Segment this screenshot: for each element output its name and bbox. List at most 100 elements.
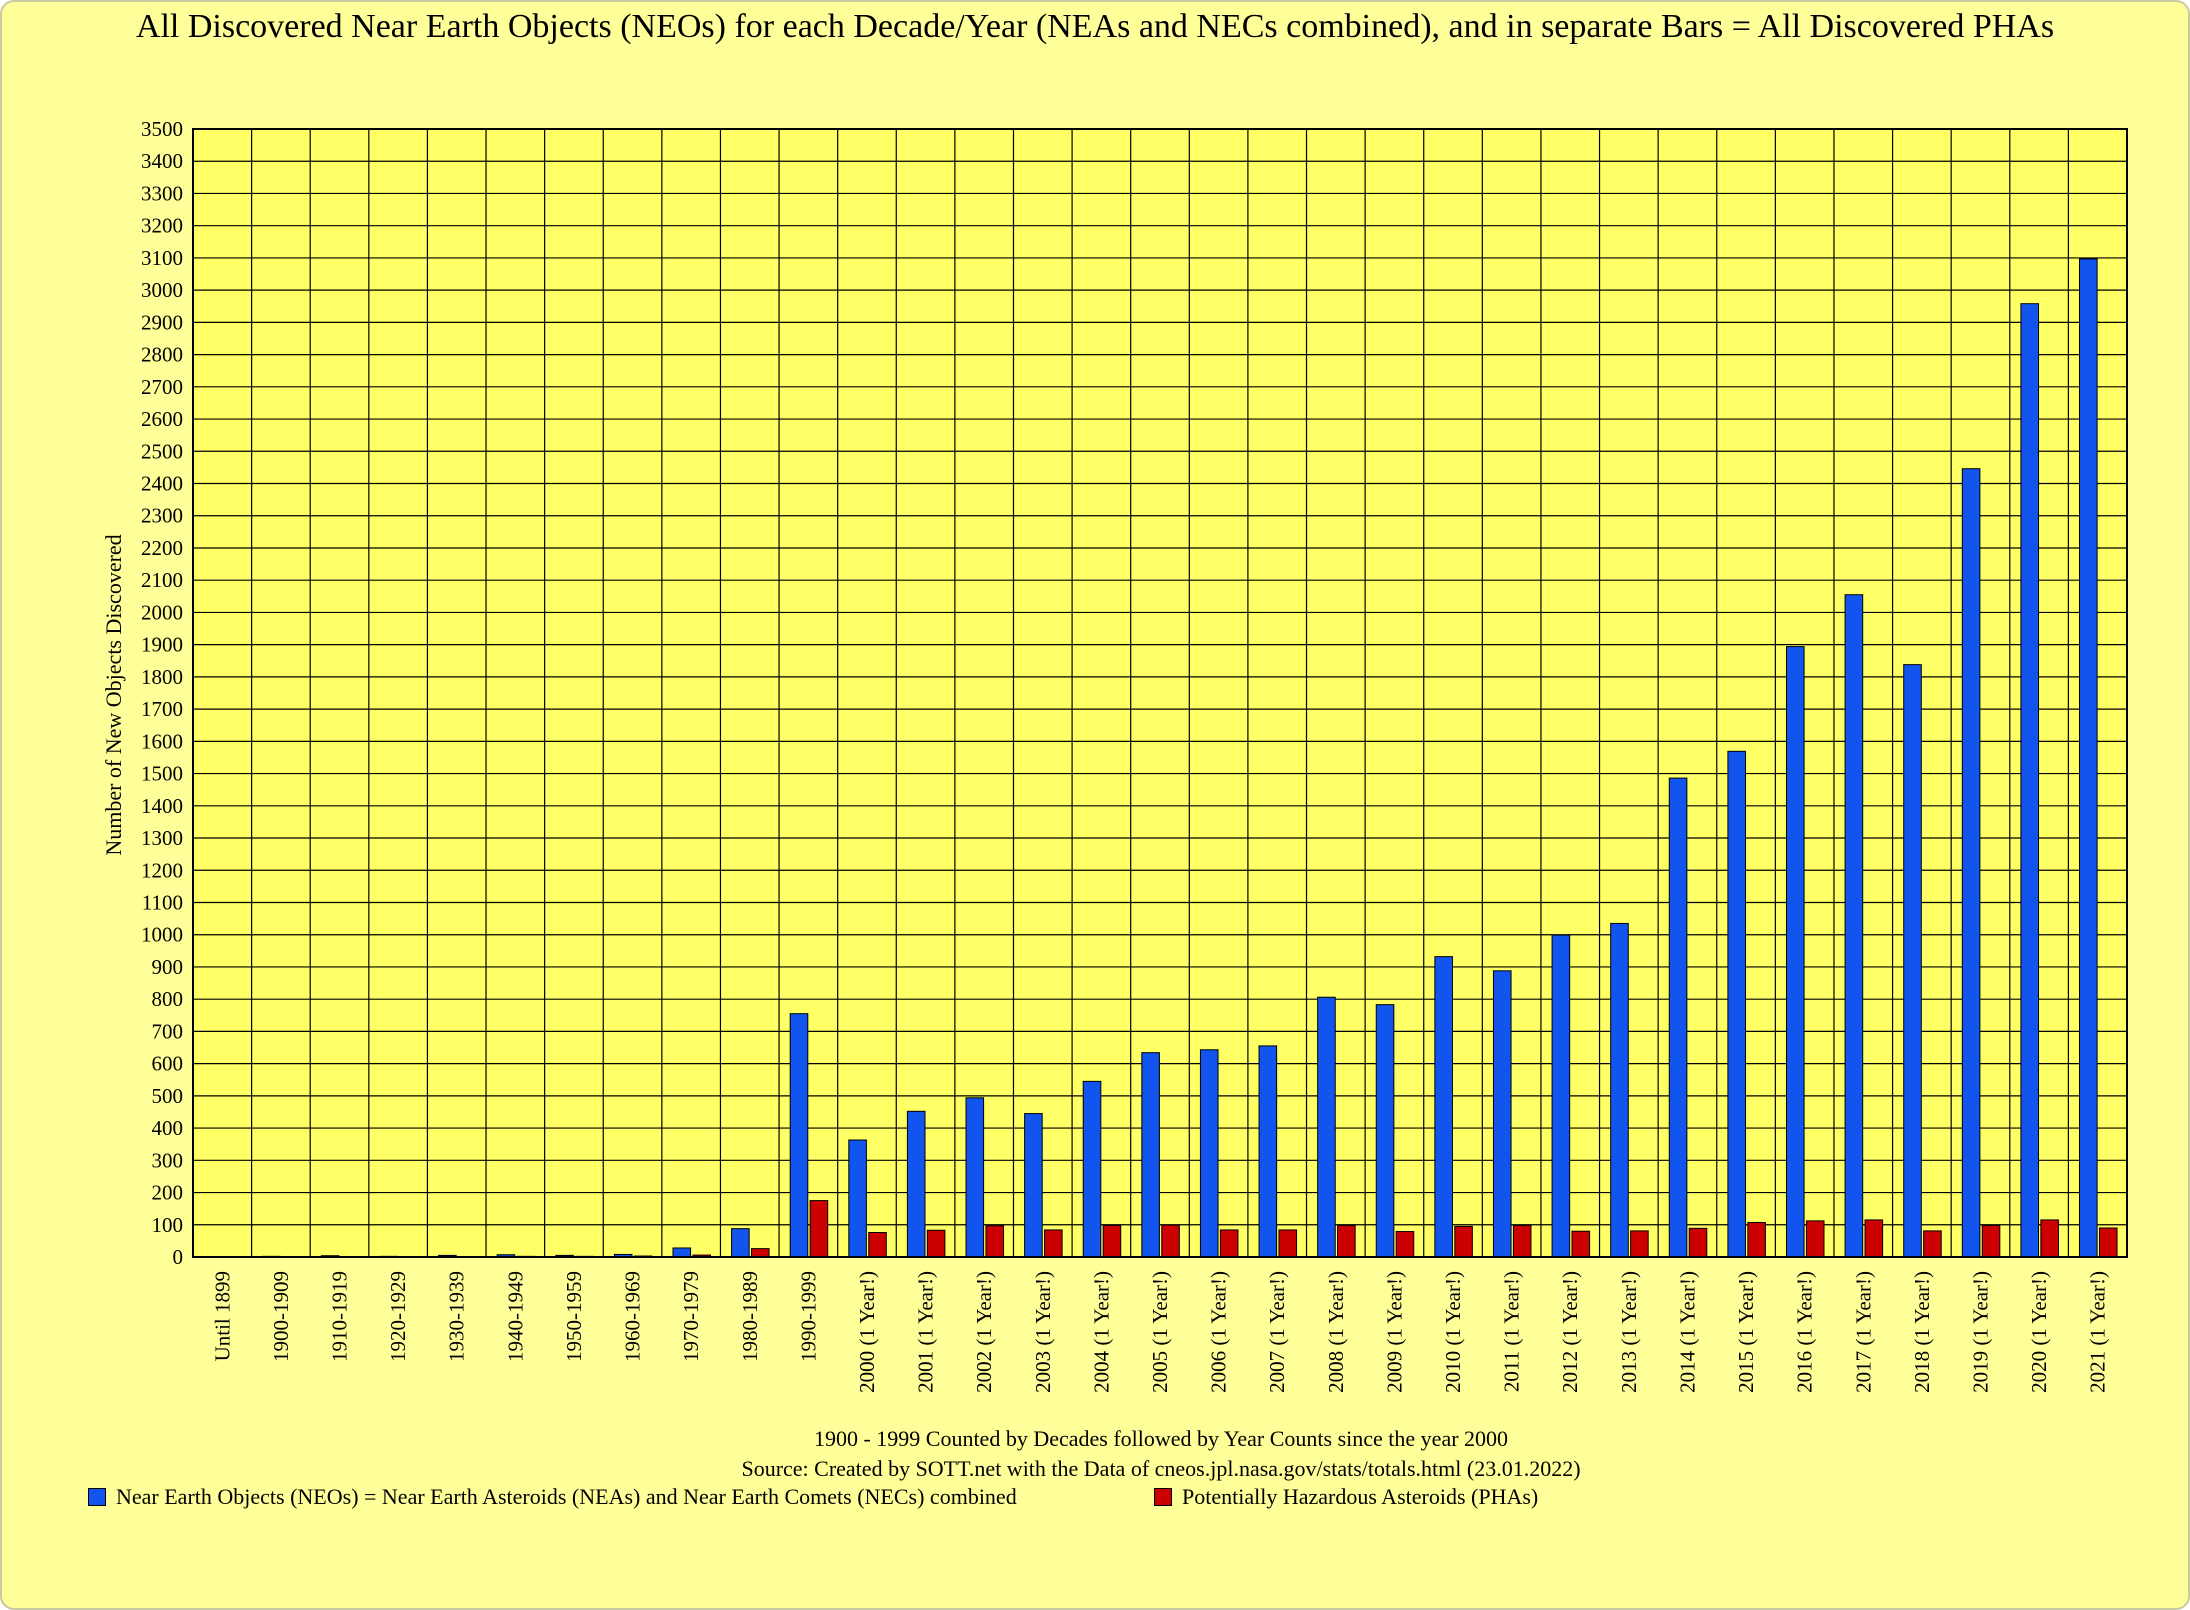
legend-label-phas: Potentially Hazardous Asteroids (PHAs) <box>1182 1484 1539 1509</box>
bar-phas <box>1864 1219 1884 1258</box>
bar-phas <box>1630 1230 1649 1258</box>
x-tick-label: 2014 (1 Year!) <box>1675 1271 1699 1393</box>
bar-phas <box>2040 1219 2059 1258</box>
x-tick-label: 2016 (1 Year!) <box>1793 1271 1817 1393</box>
y-tick-label: 3300 <box>141 181 183 205</box>
bar-phas <box>751 1248 770 1258</box>
bar-phas <box>1747 1222 1766 1258</box>
x-tick-label: 2012 (1 Year!) <box>1558 1271 1582 1393</box>
bar-neos <box>965 1097 985 1258</box>
bar-neos <box>1082 1080 1102 1258</box>
y-axis-label: Number of New Objects Discovered <box>101 534 126 855</box>
y-tick-label: 1500 <box>141 762 183 786</box>
bar-neos <box>1961 468 1981 1258</box>
grid <box>192 128 2128 1258</box>
bar-neos <box>672 1247 692 1258</box>
bar-phas <box>1102 1224 1122 1258</box>
x-tick-label: 1990-1999 <box>796 1271 820 1362</box>
y-tick-label: 2100 <box>141 568 183 592</box>
bar-neos <box>1024 1113 1043 1258</box>
x-tick-labels: Until 1899 1900-1909 1910-1919 1920-1929 193… <box>210 1271 2109 1393</box>
y-tick-label: 1400 <box>141 794 183 818</box>
x-tick-label: 2003 (1 Year!) <box>1031 1271 1055 1393</box>
y-tick-label: 1000 <box>141 923 183 947</box>
bar-phas <box>2098 1227 2118 1258</box>
bar-neos <box>1317 996 1336 1258</box>
y-tick-label: 100 <box>152 1213 184 1237</box>
bar-phas <box>1337 1224 1356 1258</box>
y-tick-label: 3000 <box>141 278 183 302</box>
x-tick-label: 2021 (1 Year!) <box>2086 1271 2110 1393</box>
bar-phas <box>1161 1224 1180 1258</box>
x-tick-label: 2006 (1 Year!) <box>1207 1271 1231 1393</box>
chart-title: All Discovered Near Earth Objects (NEOs)… <box>135 8 2055 45</box>
bar-phas <box>1923 1230 1942 1258</box>
x-tick-label: 1920-1929 <box>386 1271 410 1362</box>
x-axis-label: 1900 - 1999 Counted by Decades followed … <box>813 1426 1509 1451</box>
y-tick-label: 0 <box>173 1245 184 1269</box>
bar-phas <box>1219 1229 1239 1258</box>
bar-phas <box>1571 1230 1591 1258</box>
x-tick-label: 2011 (1 Year!) <box>1500 1271 1524 1392</box>
y-tick-label: 800 <box>152 987 184 1011</box>
y-tick-label: 2900 <box>141 310 183 334</box>
plot-border <box>192 128 2128 1258</box>
bar-neos <box>1434 956 1453 1258</box>
x-tick-label: 2009 (1 Year!) <box>1382 1271 1406 1393</box>
x-tick-label: 2004 (1 Year!) <box>1089 1271 1113 1393</box>
x-tick-label: 1960-1969 <box>621 1271 645 1362</box>
bar-neos <box>1258 1045 1278 1258</box>
y-tick-label: 1700 <box>141 697 183 721</box>
source-note: Source: Created by SOTT.net with the Dat… <box>741 1456 1581 1481</box>
legend-label-neos: Near Earth Objects (NEOs) = Near Earth A… <box>116 1484 1017 1509</box>
legend-item-neos: Near Earth Objects (NEOs) = Near Earth A… <box>88 1484 1017 1510</box>
x-tick-label: 2018 (1 Year!) <box>1910 1271 1934 1393</box>
legend-item-phas: Potentially Hazardous Asteroids (PHAs) <box>1154 1484 1538 1510</box>
y-tick-label: 2300 <box>141 504 183 528</box>
x-tick-label: Until 1899 <box>210 1271 234 1361</box>
x-tick-label: 2001 (1 Year!) <box>914 1271 938 1393</box>
y-tick-label: 500 <box>152 1084 184 1108</box>
y-tick-label: 3200 <box>141 214 183 238</box>
bar-neos <box>2020 303 2040 1258</box>
bar-neos <box>731 1228 750 1258</box>
y-tick-label: 300 <box>152 1148 184 1172</box>
y-tick-label: 3400 <box>141 149 183 173</box>
bar-neos <box>1551 934 1571 1258</box>
bar-phas <box>1454 1225 1473 1258</box>
bar-neos <box>1903 664 1922 1258</box>
bar-neos <box>1844 594 1864 1258</box>
y-tick-label: 1200 <box>141 858 183 882</box>
x-tick-label: 2002 (1 Year!) <box>972 1271 996 1393</box>
bar-phas <box>1981 1224 2001 1258</box>
x-tick-label: 2007 (1 Year!) <box>1265 1271 1289 1393</box>
bar-neos <box>1375 1004 1395 1258</box>
bar-neos <box>1785 646 1805 1258</box>
x-tick-label: 2020 (1 Year!) <box>2027 1271 2051 1393</box>
bar-phas <box>1688 1227 1708 1258</box>
y-tick-label: 200 <box>152 1181 184 1205</box>
x-tick-label: 1930-1939 <box>445 1271 469 1362</box>
bar-neos <box>1492 970 1512 1258</box>
y-tick-label: 3500 <box>141 117 183 141</box>
bar-neos <box>1199 1049 1219 1258</box>
bar-phas <box>1805 1220 1825 1258</box>
y-tick-label: 2200 <box>141 536 183 560</box>
bar-phas <box>809 1200 829 1258</box>
x-tick-label: 1940-1949 <box>503 1271 527 1362</box>
x-tick-label: 2019 (1 Year!) <box>1968 1271 1992 1393</box>
bar-phas <box>1395 1231 1415 1258</box>
y-tick-labels: 0 100 200 300 400 500 600 700 800 900 1000 1100 1200… <box>141 117 183 1269</box>
bar-neos <box>848 1139 867 1258</box>
bars <box>203 258 2118 1258</box>
x-tick-label: 2017 (1 Year!) <box>1851 1271 1875 1393</box>
y-tick-label: 1300 <box>141 826 183 850</box>
y-tick-label: 2600 <box>141 407 183 431</box>
bar-neos <box>789 1013 809 1258</box>
x-tick-label: 2013 (1 Year!) <box>1617 1271 1641 1393</box>
bar-phas <box>1044 1229 1063 1258</box>
y-tick-label: 2500 <box>141 439 183 463</box>
bar-phas <box>1278 1229 1298 1258</box>
y-tick-label: 1600 <box>141 729 183 753</box>
